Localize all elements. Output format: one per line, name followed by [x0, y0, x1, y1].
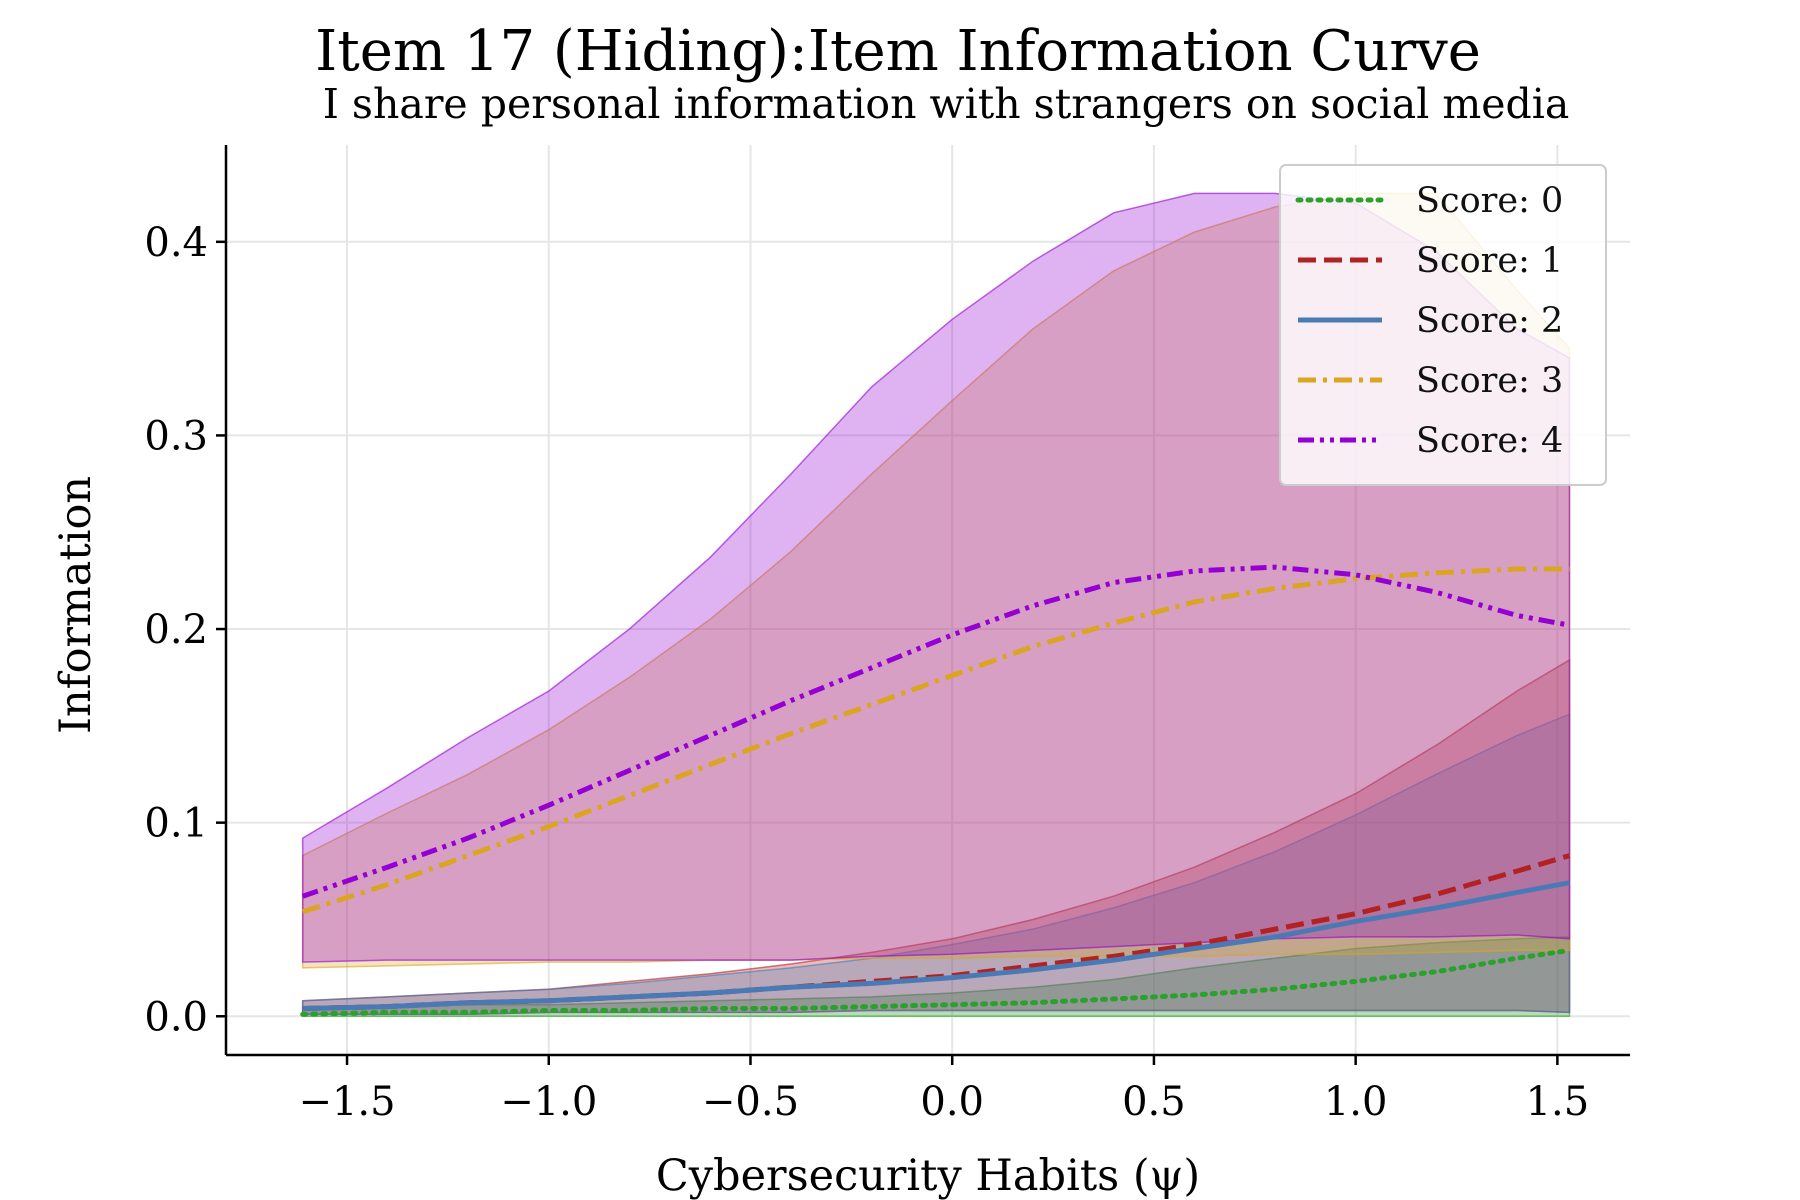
- x-tick-label: −1.5: [298, 1079, 395, 1125]
- series-line-4: [301, 564, 1570, 899]
- legend-label-1: Score: 1: [1416, 241, 1563, 281]
- y-tick-label: 0.1: [144, 801, 208, 847]
- chart-title: Item 17 (Hiding):Item Information Curve: [315, 19, 1481, 84]
- x-tick-label: 1.5: [1526, 1079, 1590, 1125]
- y-tick-label: 0.0: [144, 994, 208, 1040]
- x-ticks: −1.5 −1.0 −0.5 0.0 0.5 1.0 1.5: [298, 1055, 1589, 1125]
- legend-box: [1279, 164, 1607, 486]
- x-tick-label: −0.5: [702, 1079, 799, 1125]
- axes: [224, 145, 1630, 1057]
- series-line-3: [301, 566, 1570, 915]
- y-tick-label: 0.4: [144, 220, 208, 266]
- y-ticks: 0.0 0.1 0.2 0.3 0.4: [144, 220, 226, 1040]
- legend-label-0: Score: 0: [1416, 181, 1563, 221]
- legend: Score: 0 Score: 1 Score: 2 Score: 3 Score: 4: [1279, 164, 1607, 486]
- series-line-2: [302, 880, 1570, 1011]
- x-tick-label: −1.0: [500, 1079, 597, 1125]
- chart-subtitle: I share personal information with strang…: [323, 80, 1570, 128]
- y-tick-label: 0.3: [144, 413, 208, 459]
- legend-label-4: Score: 4: [1416, 421, 1563, 461]
- band-0: [301, 936, 1571, 1018]
- legend-label-2: Score: 2: [1416, 301, 1563, 341]
- series-line-0: [300, 947, 1572, 1017]
- x-tick-label: 1.0: [1324, 1079, 1388, 1125]
- series-lines: [300, 564, 1572, 1017]
- x-tick-label: 0.0: [920, 1079, 984, 1125]
- x-axis-label: Cybersecurity Habits (ψ): [656, 1151, 1200, 1200]
- legend-label-3: Score: 3: [1416, 361, 1563, 401]
- y-tick-label: 0.2: [144, 607, 208, 653]
- x-tick-label: 0.5: [1122, 1079, 1186, 1125]
- y-axis-label: Information: [51, 476, 101, 734]
- band-4: [301, 192, 1571, 963]
